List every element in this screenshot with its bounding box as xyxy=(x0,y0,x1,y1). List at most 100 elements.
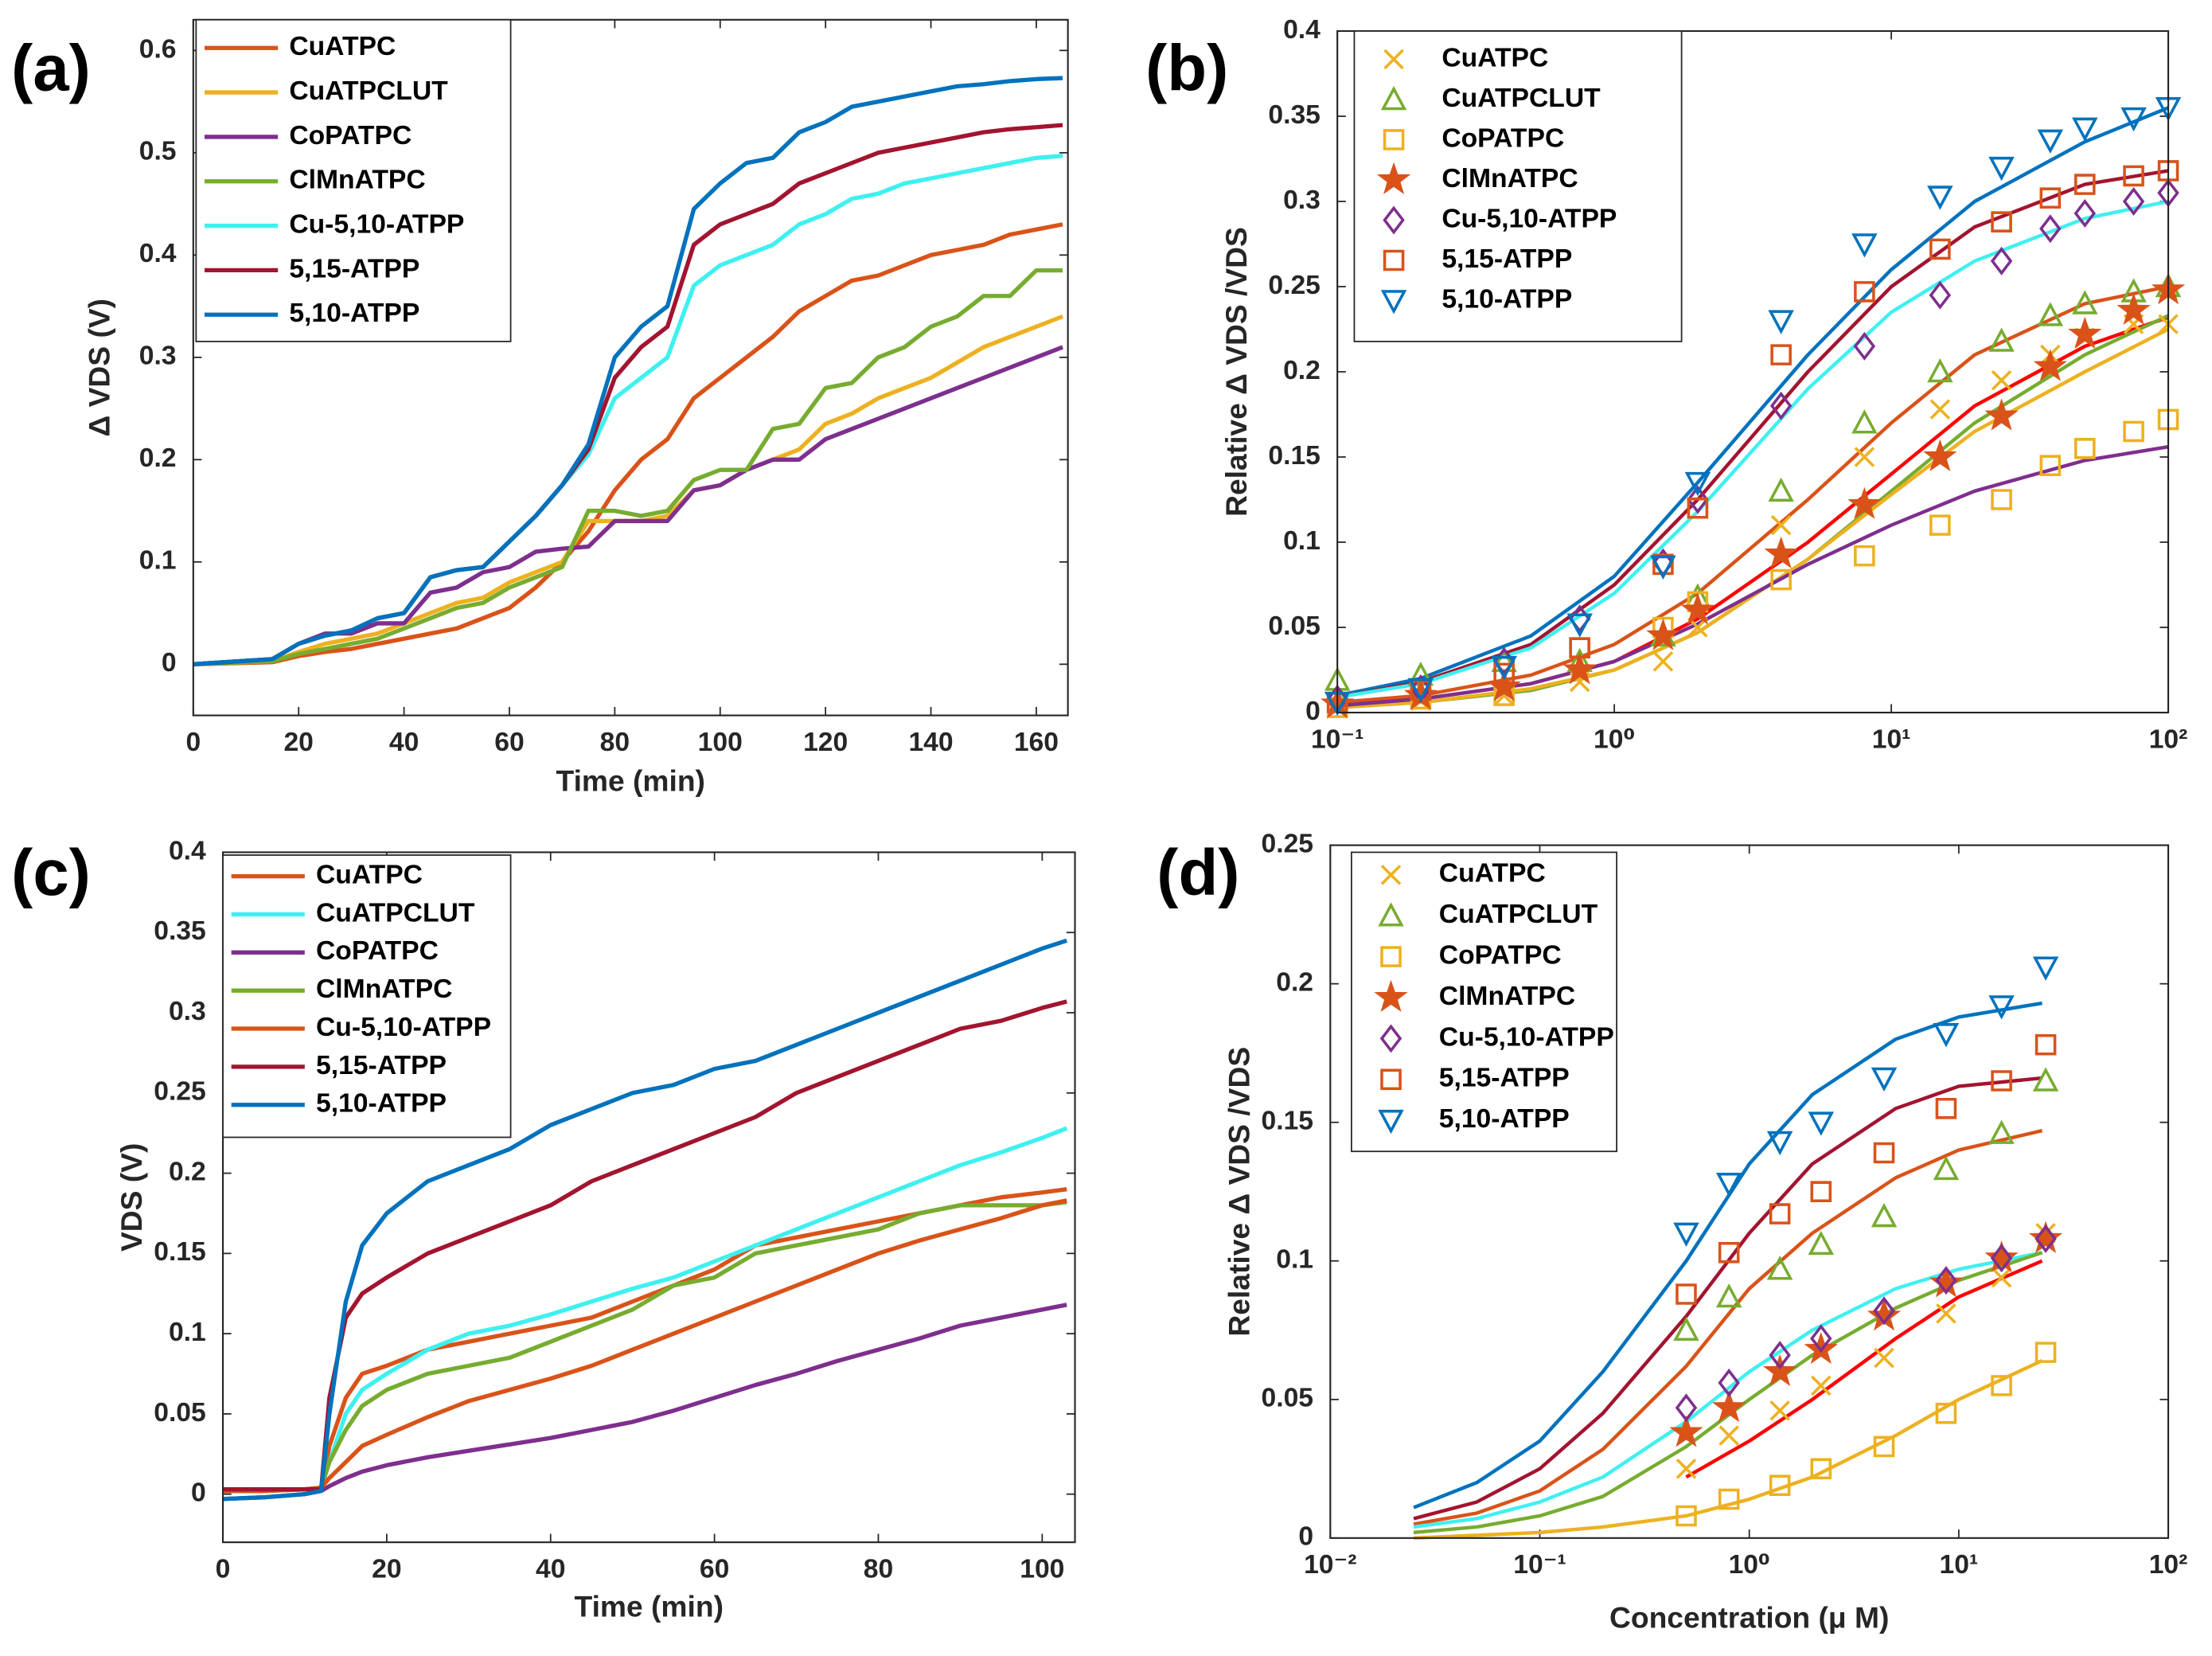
data-point xyxy=(1407,678,1434,703)
data-point xyxy=(2072,290,2098,314)
fit-curve xyxy=(1413,1128,2043,1526)
data-point xyxy=(1676,1283,1697,1305)
legend-text: 5,15-ATPP xyxy=(316,1051,447,1080)
data-point xyxy=(1687,485,1709,514)
legend-text: CoPATPC xyxy=(1442,123,1564,153)
legend-swatch xyxy=(1374,979,1408,1013)
data-point xyxy=(1990,246,2013,275)
x-tick-label: 20 xyxy=(283,728,313,757)
x-tick-label: 10⁻¹ xyxy=(1513,1550,1566,1580)
x-tick-label: 10⁻¹ xyxy=(1311,724,1363,754)
x-tick-label: 40 xyxy=(536,1554,565,1584)
x-tick-label: 40 xyxy=(389,728,419,757)
data-point xyxy=(1410,679,1432,701)
data-point xyxy=(1933,1155,1960,1181)
legend-text: 5,10-ATPP xyxy=(316,1089,447,1119)
legend-text: CuATPC xyxy=(289,32,396,61)
data-point xyxy=(2072,117,2098,143)
data-point xyxy=(1676,1459,1697,1479)
data-point xyxy=(1770,568,1792,591)
y-tick-label: 0 xyxy=(162,648,177,678)
legend-text: CoPATPC xyxy=(316,936,439,966)
legend-text: CuATPC xyxy=(1439,859,1546,889)
data-point xyxy=(1810,1181,1832,1203)
data-point xyxy=(1768,477,1794,502)
data-point xyxy=(1769,1474,1791,1496)
data-point xyxy=(2034,1342,2057,1363)
legend-swatch xyxy=(1380,290,1407,314)
legend-text: CuATPC xyxy=(1442,43,1548,72)
y-tick-label: 0.1 xyxy=(169,1318,206,1347)
x-tick-label: 10⁻² xyxy=(1304,1550,1356,1580)
axes-box xyxy=(221,851,1076,1544)
data-point xyxy=(1874,1347,1894,1369)
data-point xyxy=(1990,1244,2013,1273)
y-tick-label: 0.4 xyxy=(139,239,177,268)
data-point xyxy=(2068,316,2102,349)
y-tick-label: 0.25 xyxy=(154,1077,206,1107)
y-tick-label: 0 xyxy=(1298,1522,1313,1552)
legend-box xyxy=(1353,30,1683,342)
panel-label: (b) xyxy=(1145,33,1228,105)
legend-text: CuATPCLUT xyxy=(1439,900,1598,929)
axes-box xyxy=(1329,844,2170,1539)
legend-swatch xyxy=(1383,205,1405,235)
data-point xyxy=(1847,486,1882,519)
fit-curve xyxy=(1336,169,2169,699)
data-point xyxy=(1991,1267,2012,1288)
y-tick-label: 0.1 xyxy=(139,546,177,576)
legend-text: CuATPCLUT xyxy=(316,898,475,928)
legend-text: Cu-5,10-ATPP xyxy=(1442,204,1617,233)
data-point xyxy=(1675,1393,1698,1423)
x-tick-label: 10⁰ xyxy=(1594,724,1635,754)
data-point xyxy=(1923,439,1957,471)
data-point xyxy=(1766,1131,1793,1156)
data-point xyxy=(1764,536,1798,568)
y-tick-label: 0.2 xyxy=(139,443,177,473)
data-point xyxy=(1770,344,1792,365)
x-tick-label: 10⁰ xyxy=(1729,1550,1770,1580)
data-point xyxy=(1854,545,1875,567)
y-tick-label: 0.1 xyxy=(1283,526,1321,556)
data-point xyxy=(1718,1368,1740,1397)
y-axis-title: Relative Δ VDS /VDS xyxy=(1222,1047,1255,1337)
y-tick-label: 0.3 xyxy=(139,342,177,371)
y-axis-title: VDS (V) xyxy=(115,1143,148,1252)
data-point xyxy=(2123,165,2144,187)
data-point xyxy=(1936,1303,1956,1324)
y-tick-label: 0.15 xyxy=(1262,1107,1314,1136)
data-point xyxy=(1718,1425,1739,1446)
data-point xyxy=(1646,618,1680,650)
y-tick-label: 0.6 xyxy=(139,34,177,64)
data-point xyxy=(1935,1098,1957,1119)
y-tick-label: 0.2 xyxy=(1283,356,1321,385)
data-line xyxy=(193,314,1063,666)
x-tick-label: 10¹ xyxy=(1940,1550,1979,1580)
legend-text: CuATPCLUT xyxy=(289,76,448,106)
data-point xyxy=(1673,1222,1699,1247)
data-point xyxy=(1873,1296,1895,1326)
x-tick-label: 0 xyxy=(185,728,201,757)
data-point xyxy=(2032,956,2059,981)
data-point xyxy=(1811,1375,1832,1396)
fit-curve xyxy=(1336,106,2169,697)
data-point xyxy=(1854,281,1875,303)
data-line xyxy=(222,938,1068,1502)
data-point xyxy=(1929,280,1952,310)
data-point xyxy=(1991,1070,2012,1092)
data-point xyxy=(1669,1415,1703,1447)
x-tick-label: 160 xyxy=(1014,728,1059,757)
y-tick-label: 0.05 xyxy=(154,1398,206,1428)
data-point xyxy=(1851,409,1878,434)
data-point xyxy=(1769,391,1793,420)
y-tick-label: 0.35 xyxy=(154,916,206,946)
data-point xyxy=(2157,408,2179,431)
data-point xyxy=(2033,349,2067,381)
y-tick-label: 0.15 xyxy=(1268,441,1321,471)
x-axis-title: Concentration (μ M) xyxy=(1613,779,1892,813)
data-line xyxy=(193,268,1063,666)
legend-swatch xyxy=(1378,1109,1404,1135)
data-point xyxy=(2123,420,2144,443)
data-point xyxy=(1715,1172,1742,1197)
legend-text: 5,15-ATPP xyxy=(1439,1064,1570,1093)
